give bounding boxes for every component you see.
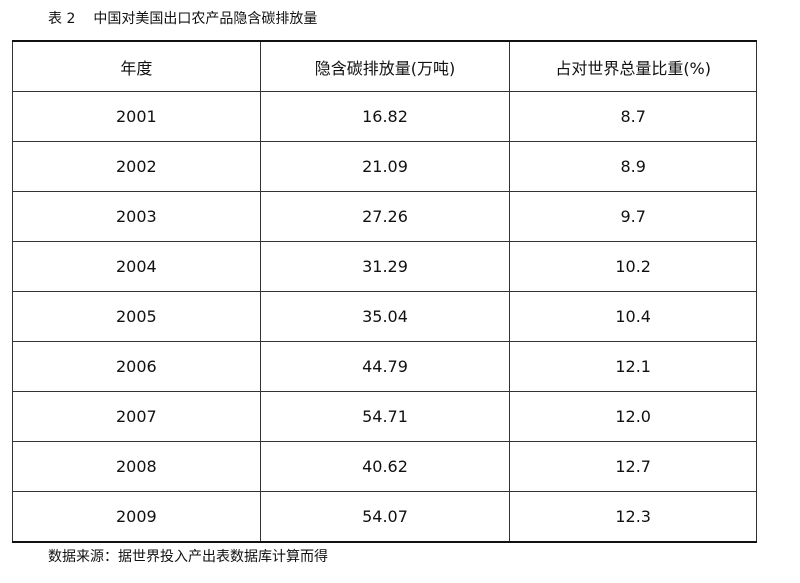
table-cell: 12.0 xyxy=(509,391,757,442)
table-cell: 54.07 xyxy=(259,491,511,543)
table-row: 2002 21.09 8.9 xyxy=(12,141,757,192)
table-row: 2001 16.82 8.7 xyxy=(12,91,757,142)
table-cell: 2002 xyxy=(12,141,261,192)
table-cell: 12.7 xyxy=(509,441,757,492)
table-cell: 40.62 xyxy=(259,441,511,492)
table-cell: 2009 xyxy=(12,491,261,543)
table-row: 2009 54.07 12.3 xyxy=(12,491,757,543)
header-cell: 隐含碳排放量(万吨) xyxy=(259,40,511,92)
table-cell: 8.9 xyxy=(509,141,757,192)
table-cell: 8.7 xyxy=(509,91,757,142)
table-row: 2004 31.29 10.2 xyxy=(12,241,757,292)
table-cell: 2005 xyxy=(12,291,261,342)
table-cell: 10.2 xyxy=(509,241,757,292)
table-row: 2006 44.79 12.1 xyxy=(12,341,757,392)
table-cell: 9.7 xyxy=(509,191,757,242)
header-row: 年度 隐含碳排放量(万吨) 占对世界总量比重(%) xyxy=(12,40,757,92)
caption-title: 中国对美国出口农产品隐含碳排放量 xyxy=(93,11,318,27)
table-row: 2003 27.26 9.7 xyxy=(12,191,757,242)
table-cell: 54.71 xyxy=(259,391,511,442)
table-cell: 2006 xyxy=(12,341,261,392)
table-row: 2008 40.62 12.7 xyxy=(12,441,757,492)
table-cell: 2003 xyxy=(12,191,261,242)
table-cell: 2008 xyxy=(12,441,261,492)
table-cell: 31.29 xyxy=(259,241,511,292)
table-row: 2005 35.04 10.4 xyxy=(12,291,757,342)
caption: 表 2 中国对美国出口农产品隐含碳排放量 xyxy=(48,8,335,28)
data-table: 年度 隐含碳排放量(万吨) 占对世界总量比重(%) 2001 16.82 8.7 2002 2… xyxy=(12,40,757,543)
source-note: 数据来源：据世界投入产出表数据库计算而得 xyxy=(48,549,328,565)
table-cell: 35.04 xyxy=(259,291,511,342)
table-cell: 44.79 xyxy=(259,341,511,392)
table-cell: 2007 xyxy=(12,391,261,442)
table-cell: 16.82 xyxy=(259,91,511,142)
table-cell: 10.4 xyxy=(509,291,757,342)
table-cell: 12.1 xyxy=(509,341,757,392)
table-cell: 2001 xyxy=(12,91,261,142)
table-cell: 2004 xyxy=(12,241,261,292)
header-cell: 年度 xyxy=(12,40,261,92)
header-cell: 占对世界总量比重(%) xyxy=(509,40,757,92)
table-cell: 21.09 xyxy=(259,141,511,192)
table-cell: 27.26 xyxy=(259,191,511,242)
table-row: 2007 54.71 12.0 xyxy=(12,391,757,442)
caption-label: 表 2 xyxy=(48,11,76,27)
table-cell: 12.3 xyxy=(509,491,757,543)
